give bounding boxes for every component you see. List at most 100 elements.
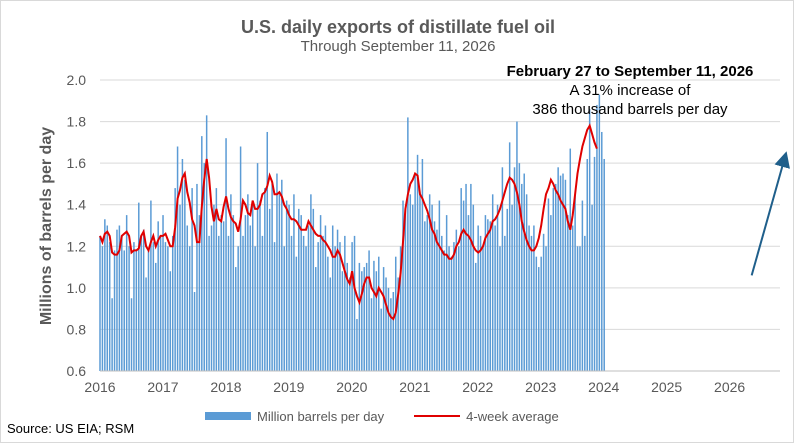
bar: [312, 208, 315, 371]
bar: [169, 271, 172, 371]
bar: [375, 271, 378, 371]
bar: [324, 225, 327, 371]
bar: [545, 246, 547, 371]
bar: [385, 277, 387, 371]
legend-bar-swatch: [205, 412, 251, 420]
bar: [479, 235, 482, 371]
bar: [130, 298, 133, 371]
y-tick-label: 0.6: [67, 363, 87, 379]
bar: [227, 235, 230, 371]
bar: [378, 256, 380, 371]
bar: [276, 173, 278, 371]
bar: [254, 246, 256, 371]
bar: [363, 267, 365, 371]
bar: [285, 200, 288, 371]
bar: [438, 200, 441, 371]
bar: [525, 194, 528, 371]
bar: [162, 215, 164, 371]
bar: [402, 200, 404, 371]
bar: [121, 235, 123, 371]
source-note: Source: US EIA; RSM: [7, 421, 135, 436]
bar: [293, 194, 295, 371]
bar: [283, 246, 285, 371]
annotation-heading: February 27 to September 11, 2026: [506, 63, 754, 80]
x-tick-label: 2021: [399, 379, 430, 395]
bar: [535, 256, 538, 371]
bar: [242, 235, 244, 371]
bar: [530, 235, 533, 371]
bar: [547, 198, 550, 371]
bar: [251, 204, 254, 371]
bar: [484, 215, 487, 371]
bar: [426, 215, 428, 371]
bar: [414, 173, 416, 371]
bar: [557, 167, 559, 371]
bar: [538, 267, 540, 371]
bar: [249, 225, 252, 371]
annotation-line-2: 386 thousand barrels per day: [532, 101, 728, 118]
bar: [339, 242, 341, 371]
bar: [288, 204, 290, 371]
bar: [230, 194, 232, 371]
bar: [113, 250, 116, 371]
bar: [215, 188, 218, 371]
bar: [264, 188, 266, 371]
x-tick-label: 2018: [210, 379, 241, 395]
y-tick-label: 1.4: [67, 197, 87, 213]
annotation-line-1: A 31% increase of: [569, 82, 691, 99]
bar: [528, 225, 530, 371]
bar: [174, 188, 176, 371]
bar-series: [99, 94, 605, 372]
bar: [416, 154, 419, 371]
bar: [179, 204, 181, 371]
bar: [399, 246, 402, 371]
bar: [571, 225, 574, 371]
bar: [155, 262, 157, 371]
bar: [181, 158, 184, 371]
bar: [567, 215, 569, 371]
bar: [336, 229, 339, 371]
bar: [307, 225, 310, 371]
bar: [576, 246, 579, 371]
bar: [564, 179, 567, 371]
y-tick-label: 2.0: [67, 72, 87, 88]
bar: [601, 131, 603, 371]
bar: [305, 246, 307, 371]
bar: [225, 138, 227, 371]
x-tick-label: 2024: [588, 379, 619, 395]
bar: [516, 121, 518, 371]
bar: [176, 146, 179, 371]
bar: [116, 229, 118, 371]
y-tick-label: 0.8: [67, 321, 87, 337]
bar: [421, 158, 424, 371]
bar: [232, 215, 235, 371]
x-tick-label: 2025: [651, 379, 682, 395]
bar: [341, 271, 344, 371]
bar: [494, 225, 496, 371]
bar: [474, 262, 477, 371]
bar: [504, 235, 506, 371]
bar: [513, 167, 516, 371]
x-tick-label: 2023: [525, 379, 556, 395]
bar: [298, 208, 300, 371]
bar: [431, 204, 433, 371]
bar: [533, 225, 535, 371]
bar: [365, 262, 368, 371]
bar: [499, 246, 501, 371]
bar: [210, 225, 213, 371]
x-tick-labels: 2016 2017 2018 2019 2020 2021 2022 2023 2024 2025…: [84, 379, 745, 395]
bar: [157, 221, 159, 371]
bar: [523, 173, 525, 371]
y-tick-label: 1.0: [67, 280, 87, 296]
bar: [387, 287, 390, 371]
bar: [436, 229, 438, 371]
bar: [489, 221, 492, 371]
bar: [373, 260, 375, 371]
bar: [542, 233, 545, 371]
bar: [244, 215, 247, 371]
bar: [191, 188, 193, 371]
bar: [450, 256, 453, 371]
bar: [460, 188, 462, 371]
bar: [198, 215, 201, 371]
bar: [441, 235, 443, 371]
